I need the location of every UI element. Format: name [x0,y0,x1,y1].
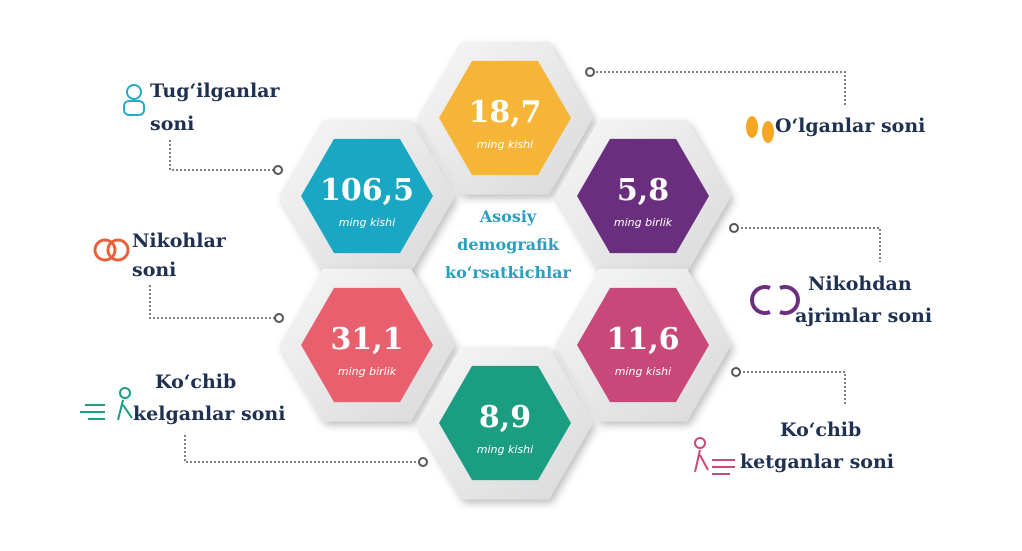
indicator-label: Tug‘ilganlar [150,80,280,102]
hexagon [439,60,571,176]
connector-dot [585,67,595,77]
value: 18,7 [468,95,541,130]
hexagon [577,138,709,254]
feet-icon [746,116,774,143]
value: 5,8 [617,173,669,208]
leave-icon [694,437,735,475]
connector-dot [731,367,741,377]
hexagon-card: 106,5 ming kishi [279,119,455,273]
unit: ming kishi [615,365,671,378]
arrive-icon [80,387,133,421]
connector [149,285,276,319]
hexagon-card: 18,7 ming kishi [417,41,593,195]
connector [737,227,881,262]
indicator-label: Ko‘chib [780,419,861,441]
hexagon-card: 31,1 ming birlik [279,268,455,422]
title-line: demografik [457,235,560,254]
center-title: Asosiy demografik ko‘rsatkichlar [445,207,572,282]
connector [739,371,846,405]
connector [169,140,275,171]
rings-icon [93,238,130,262]
connector-dot [273,165,283,175]
unit: ming kishi [477,138,533,151]
hexagon [577,287,709,403]
connector-dot [418,457,428,467]
value: 106,5 [320,173,414,208]
indicator-label: Nikohlar [132,230,227,252]
hexagons: 18,7 ming kishi 106,5 ming kishi 5,8 ming bir… [279,41,731,500]
indicator-label: ketganlar soni [740,451,894,473]
hexagon-card: 5,8 ming birlik [555,119,731,273]
indicator-label: Ko‘chib [155,371,236,393]
value: 11,6 [606,322,679,357]
indicator-label: soni [150,113,194,135]
indicator-label: ajrimlar soni [795,305,932,327]
unit: ming kishi [339,216,395,229]
value: 31,1 [330,322,403,357]
indicator-label: soni [132,259,176,281]
connector [184,435,420,463]
connector-dot [274,313,284,323]
hexagon-card: 11,6 ming kishi [555,268,731,422]
connector-dot [729,223,739,233]
broken-rings-icon [750,285,800,315]
connector [592,71,846,105]
title-line: ko‘rsatkichlar [445,263,572,282]
indicator-label: Nikohdan [808,273,912,295]
value: 8,9 [479,400,531,435]
hexagon [301,138,433,254]
baby-icon [123,84,145,116]
hexagon [301,287,433,403]
unit: ming kishi [477,443,533,456]
icons [80,84,800,475]
title-line: Asosiy [479,207,537,226]
labels: O‘lganlar soni Tug‘ilganlar soni Nikohdan aj… [132,80,932,473]
unit: ming birlik [338,365,397,378]
hexagon [439,365,571,481]
indicator-label: O‘lganlar soni [775,115,925,137]
indicator-label: kelganlar soni [133,403,285,425]
unit: ming birlik [614,216,673,229]
connectors [149,67,881,467]
hexagon-card: 8,9 ming kishi [417,346,593,500]
